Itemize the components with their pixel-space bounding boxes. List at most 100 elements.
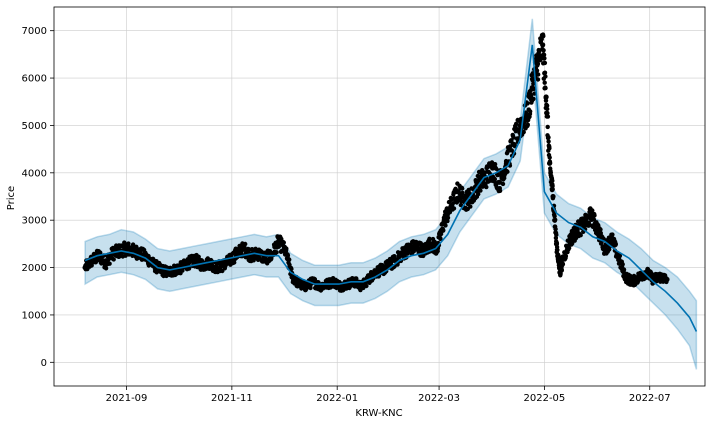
observed-point bbox=[123, 253, 128, 258]
forecast-line bbox=[84, 44, 698, 332]
observed-point bbox=[289, 266, 294, 272]
x-tick-label: 2022-03 bbox=[418, 393, 460, 404]
observed-point bbox=[508, 144, 513, 149]
observed-point bbox=[308, 285, 313, 291]
x-axis-label: KRW-KNC bbox=[355, 408, 402, 419]
observed-point bbox=[543, 98, 549, 103]
observed-point bbox=[547, 146, 552, 151]
observed-point bbox=[476, 191, 481, 197]
x-tick-label: 2021-09 bbox=[106, 393, 148, 404]
observed-point bbox=[621, 267, 627, 272]
observed-point bbox=[543, 74, 548, 79]
observed-point bbox=[523, 110, 529, 115]
observed-point bbox=[620, 262, 625, 267]
observed-point bbox=[550, 178, 555, 183]
observed-point bbox=[441, 228, 446, 233]
observed-point bbox=[553, 217, 558, 222]
observed-point bbox=[553, 226, 558, 232]
x-tick-label: 2022-01 bbox=[316, 393, 358, 404]
observed-point bbox=[664, 277, 669, 282]
observed-point bbox=[232, 260, 237, 265]
observed-point bbox=[542, 60, 548, 66]
observed-point bbox=[246, 247, 252, 252]
observed-point bbox=[511, 135, 516, 140]
y-axis: 0 1000 2000 3000 4000 5000 6000 7000 bbox=[22, 26, 54, 369]
observed-point bbox=[492, 176, 497, 182]
observed-point bbox=[460, 186, 465, 191]
forecast-line-group bbox=[84, 44, 698, 332]
observed-point bbox=[492, 162, 498, 167]
observed-point bbox=[443, 223, 448, 228]
observed-point bbox=[570, 241, 575, 246]
observed-point bbox=[478, 188, 483, 193]
observed-point bbox=[545, 106, 550, 112]
y-tick-label: 1000 bbox=[22, 310, 47, 321]
y-tick-label: 3000 bbox=[22, 216, 47, 227]
x-tick-label: 2021-11 bbox=[211, 393, 253, 404]
observed-point bbox=[554, 232, 559, 237]
observed-points bbox=[82, 32, 670, 293]
observed-point bbox=[541, 52, 547, 57]
observed-point bbox=[578, 233, 583, 238]
observed-point bbox=[542, 56, 547, 61]
observed-point bbox=[509, 138, 514, 144]
observed-point bbox=[284, 246, 289, 251]
observed-point bbox=[427, 236, 432, 241]
observed-point bbox=[531, 96, 536, 102]
y-tick-label: 5000 bbox=[22, 121, 47, 132]
observed-point bbox=[107, 261, 112, 266]
observed-point bbox=[445, 215, 451, 220]
observed-point bbox=[563, 253, 569, 259]
plot-area bbox=[53, 6, 706, 387]
observed-point bbox=[550, 187, 555, 192]
observed-point bbox=[535, 63, 540, 68]
observed-point bbox=[242, 246, 247, 251]
observed-point bbox=[545, 114, 551, 119]
observed-point bbox=[535, 77, 541, 82]
uncertainty-band bbox=[84, 18, 698, 370]
observed-point bbox=[541, 33, 546, 39]
observed-point bbox=[525, 101, 530, 106]
observed-point bbox=[480, 184, 485, 189]
plot-background bbox=[54, 7, 705, 386]
observed-point bbox=[497, 179, 502, 185]
observed-point bbox=[497, 188, 503, 193]
observed-point bbox=[468, 204, 473, 209]
observed-point bbox=[546, 135, 551, 140]
observed-point bbox=[509, 148, 514, 153]
observed-point bbox=[613, 241, 618, 247]
observed-point bbox=[542, 80, 547, 85]
observed-point bbox=[500, 181, 506, 187]
observed-point bbox=[281, 240, 286, 245]
observed-point bbox=[550, 196, 556, 201]
observed-point bbox=[534, 68, 540, 73]
observed-point bbox=[134, 244, 139, 249]
observed-point bbox=[552, 214, 557, 219]
observed-point bbox=[451, 206, 457, 211]
x-tick-label: 2022-05 bbox=[524, 393, 566, 404]
observed-point bbox=[505, 169, 510, 174]
observed-point bbox=[111, 257, 116, 262]
observed-point bbox=[126, 241, 131, 246]
observed-point bbox=[312, 277, 318, 282]
observed-point bbox=[591, 217, 597, 222]
observed-point bbox=[495, 172, 500, 178]
observed-point bbox=[530, 78, 535, 83]
observed-point bbox=[531, 81, 536, 86]
observed-point bbox=[445, 218, 450, 224]
observed-point bbox=[560, 262, 566, 267]
observed-point bbox=[438, 236, 443, 242]
uncertainty-interval bbox=[84, 18, 698, 370]
observed-point bbox=[243, 241, 248, 247]
observed-point bbox=[285, 253, 291, 258]
observed-point bbox=[547, 155, 552, 160]
observed-point bbox=[598, 227, 603, 232]
observed-point bbox=[595, 231, 600, 237]
y-tick-label: 6000 bbox=[22, 74, 47, 85]
x-axis: 2021-09 2021-11 2022-01 2022-03 2022-05 2022-… bbox=[106, 386, 671, 404]
observed-point bbox=[103, 266, 109, 271]
observed-point bbox=[548, 170, 553, 175]
observed-point bbox=[542, 70, 548, 75]
observed-point bbox=[475, 173, 480, 179]
observed-point bbox=[550, 183, 555, 189]
